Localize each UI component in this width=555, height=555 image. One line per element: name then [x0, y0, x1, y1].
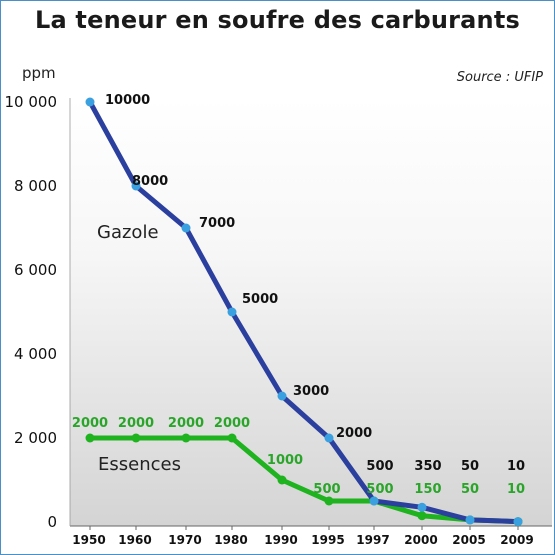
data-point-essences [417, 511, 427, 521]
data-label-gazole: 50 [461, 459, 479, 474]
data-label-essences: 2000 [118, 416, 154, 431]
data-label-essences: 2000 [214, 416, 250, 431]
x-tick-label: 1997 [356, 533, 389, 547]
data-label-essences: 50 [461, 482, 479, 497]
data-point-essences [131, 433, 141, 443]
y-tick-label: 10 000 [5, 93, 58, 111]
series-label-essences: Essences [98, 454, 181, 475]
data-point-essences [181, 433, 191, 443]
x-tick-label: 1970 [168, 533, 201, 547]
page-title: La teneur en soufre des carburants [34, 6, 521, 34]
data-point-gazole [465, 515, 475, 525]
series-line-essences [87, 435, 521, 525]
data-label-gazole: 3000 [293, 384, 329, 399]
data-label-essences: 2000 [168, 416, 204, 431]
x-tick-label: 2005 [452, 533, 485, 547]
data-point-gazole [181, 223, 191, 233]
series-line-gazole [87, 99, 521, 525]
source-note: Source : UFIP [456, 70, 543, 85]
data-point-essences [324, 496, 334, 506]
data-label-gazole: 2000 [336, 426, 372, 441]
data-point-gazole [417, 502, 427, 512]
x-tick-label: 1980 [214, 533, 247, 547]
data-label-essences: 150 [414, 482, 441, 497]
x-tick-label: 1960 [118, 533, 151, 547]
data-point-essences [277, 475, 287, 485]
data-point-gazole [324, 433, 334, 443]
data-label-essences: 2000 [72, 416, 108, 431]
x-tick-label: 1950 [72, 533, 105, 547]
data-point-essences [227, 433, 237, 443]
plot-area [70, 98, 552, 526]
data-point-essences [85, 433, 95, 443]
data-label-gazole: 10 [507, 459, 525, 474]
data-label-gazole: 350 [414, 459, 441, 474]
data-label-gazole: 8000 [132, 174, 168, 189]
y-tick-label: 6 000 [14, 261, 57, 279]
data-point-gazole [277, 391, 287, 401]
data-label-essences: 500 [366, 482, 393, 497]
x-tick-label: 2009 [500, 533, 533, 547]
x-tick-label: 1995 [311, 533, 344, 547]
data-point-gazole [369, 496, 379, 506]
data-label-gazole: 10000 [105, 93, 150, 108]
x-tick-label: 1990 [264, 533, 297, 547]
data-label-gazole: 7000 [199, 216, 235, 231]
data-label-essences: 1000 [267, 453, 303, 468]
data-label-gazole: 500 [366, 459, 393, 474]
x-tick-label: 2000 [404, 533, 437, 547]
data-label-essences: 500 [313, 482, 340, 497]
data-point-gazole [131, 181, 141, 191]
y-tick-label: 8 000 [14, 177, 57, 195]
data-point-gazole [513, 517, 523, 527]
y-tick-label: 0 [47, 513, 57, 531]
y-unit-label: ppm [22, 64, 56, 82]
y-tick-label: 2 000 [14, 429, 57, 447]
y-tick-label: 4 000 [14, 345, 57, 363]
data-point-gazole [227, 307, 237, 317]
data-label-essences: 10 [507, 482, 525, 497]
data-point-gazole [85, 97, 95, 107]
data-label-gazole: 5000 [242, 292, 278, 307]
series-label-gazole: Gazole [97, 222, 159, 243]
